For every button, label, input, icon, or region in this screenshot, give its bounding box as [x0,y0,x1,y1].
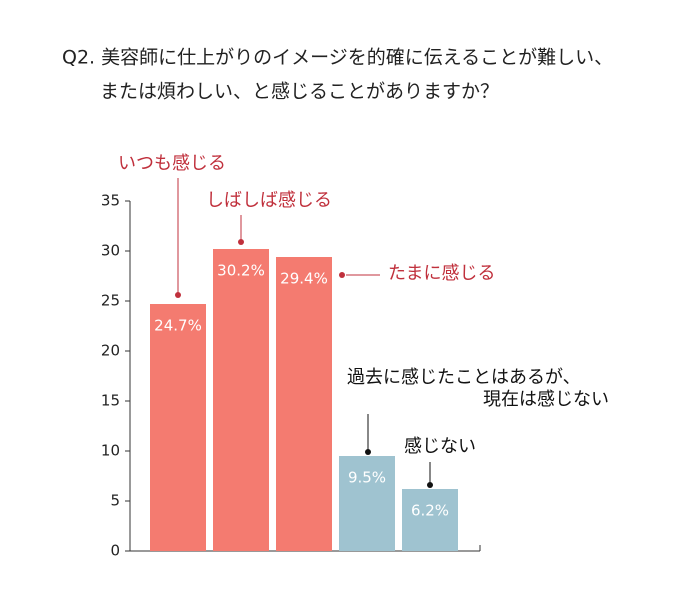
bar [150,304,206,551]
category-label: いつも感じる [118,153,226,174]
category-label: 現在は感じない [483,389,609,410]
y-tick-label: 10 [101,442,120,460]
y-tick-label: 15 [101,392,120,410]
bar [402,489,458,551]
value-label: 9.5% [348,469,386,487]
bar [276,257,332,551]
category-label: たまに感じる [388,263,495,284]
y-tick-label: 5 [110,492,120,510]
y-tick-label: 25 [101,292,120,310]
value-label: 24.7% [154,317,202,335]
chart-title: または煩わしい、と感じることがありますか？ [100,81,499,103]
leader-dot [365,449,371,455]
category-label: 過去に感じたことはあるが、 [347,367,581,388]
value-label: 29.4% [280,270,328,288]
y-tick-label: 35 [101,192,120,210]
category-label: しばしば感じる [206,190,332,211]
category-label: 感じない [404,436,476,457]
y-tick-label: 30 [101,242,120,260]
value-label: 6.2% [411,502,449,520]
leader-dot [238,239,244,245]
bar [213,249,269,551]
y-tick-label: 20 [101,342,120,360]
leader-dot [339,272,345,278]
chart-title: Q2. 美容師に仕上がりのイメージを的確に伝えることが難しい、 [62,47,613,69]
leader-dot [427,482,433,488]
leader-dot [175,292,181,298]
value-label: 30.2% [217,262,265,280]
bar [339,456,395,551]
y-tick-label: 0 [110,542,120,560]
